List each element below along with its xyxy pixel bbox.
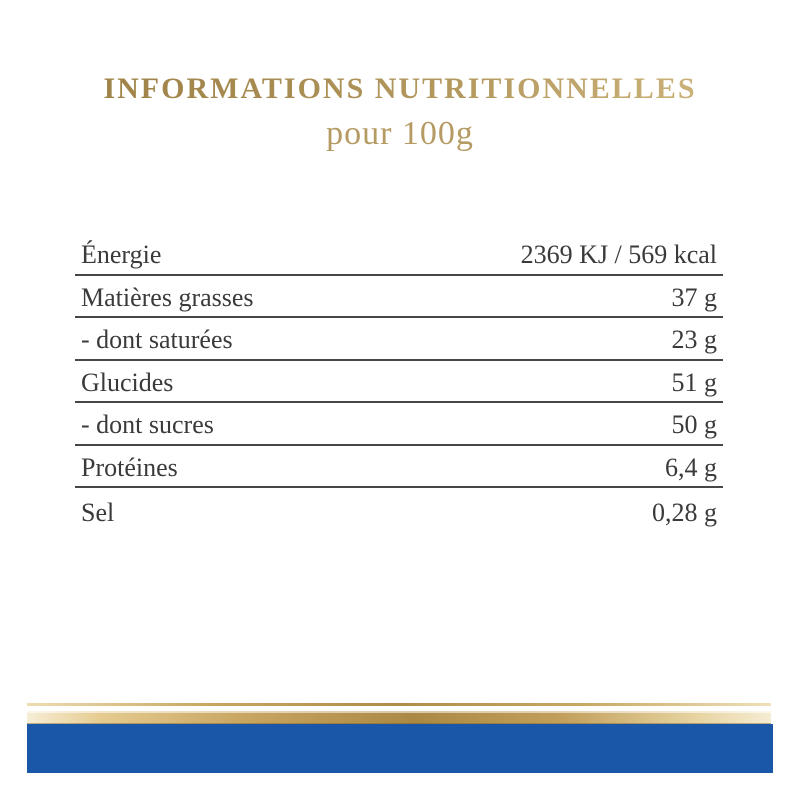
- blue-band: [27, 724, 773, 773]
- row-value: 6,4 g: [665, 452, 717, 482]
- page-title: INFORMATIONS NUTRITIONNELLES: [0, 72, 800, 106]
- row-label: Sel: [81, 498, 115, 527]
- row-label: - dont sucres: [81, 410, 214, 440]
- row-value: 51 g: [671, 367, 718, 397]
- thin-gold-divider: [27, 703, 771, 706]
- row-value: 2369 KJ / 569 kcal: [520, 240, 717, 270]
- row-label: Énergie: [81, 240, 162, 270]
- table-row-carbohydrates: Glucides 51 g: [75, 361, 723, 403]
- table-row-sugars: - dont sucres 50 g: [75, 403, 723, 446]
- table-row-proteins: Protéines 6,4 g: [75, 446, 723, 488]
- row-label: Protéines: [81, 452, 178, 482]
- table-row-saturated-fat: - dont saturées 23 g: [75, 318, 723, 361]
- row-label: Glucides: [81, 367, 174, 397]
- row-label: Matières grasses: [81, 282, 254, 312]
- row-value: 0,28 g: [652, 498, 717, 527]
- nutrition-table: Énergie 2369 KJ / 569 kcal Matières gras…: [75, 233, 723, 534]
- table-row-salt: Sel 0,28 g: [75, 488, 723, 534]
- table-row-fat: Matières grasses 37 g: [75, 276, 723, 318]
- table-row-energy: Énergie 2369 KJ / 569 kcal: [75, 233, 723, 276]
- row-value: 37 g: [671, 282, 718, 312]
- gold-band: [27, 711, 771, 724]
- row-label: - dont saturées: [81, 325, 233, 355]
- row-value: 50 g: [671, 410, 718, 440]
- serving-size-subtitle: pour 100g: [326, 115, 474, 152]
- row-value: 23 g: [671, 325, 718, 355]
